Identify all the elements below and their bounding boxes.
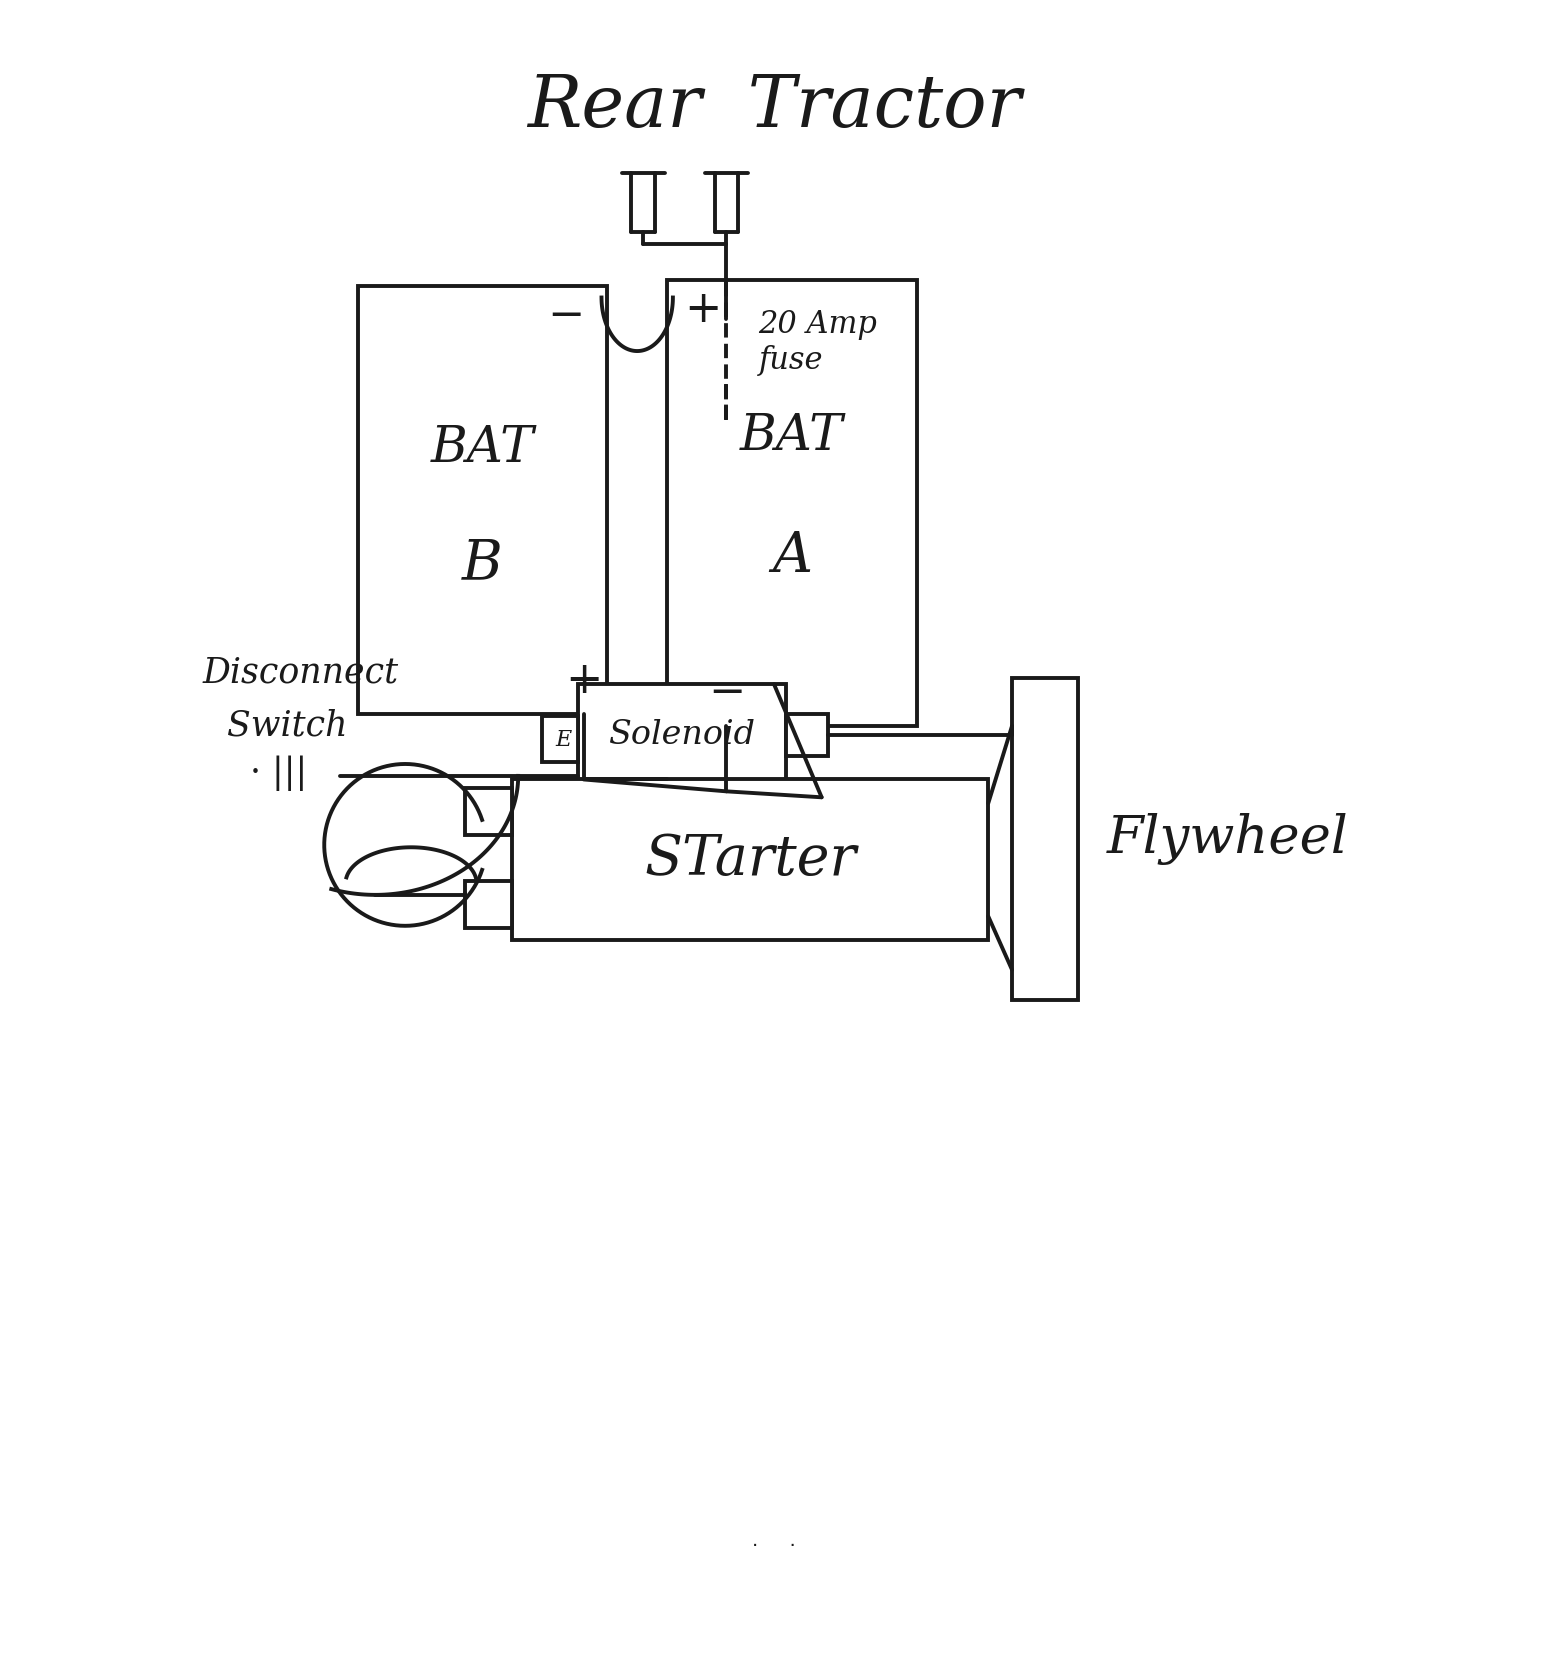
Bar: [465, 881, 512, 928]
Text: Disconnect: Disconnect: [203, 655, 399, 690]
Text: BAT: BAT: [739, 412, 844, 460]
Text: −: −: [708, 671, 746, 715]
Text: +: +: [565, 660, 602, 703]
Text: STarter: STarter: [644, 833, 856, 886]
Text: Switch: Switch: [226, 710, 348, 743]
Bar: [786, 715, 828, 756]
Bar: [577, 685, 786, 785]
Bar: [512, 780, 987, 940]
Bar: [465, 788, 512, 835]
Bar: [541, 716, 577, 761]
Text: ·     ·: · ·: [752, 1538, 796, 1556]
Text: Rear  Tractor: Rear Tractor: [527, 72, 1022, 142]
Bar: [1012, 678, 1078, 1000]
Text: · |||: · |||: [251, 756, 307, 791]
Text: B: B: [462, 536, 502, 591]
Text: A: A: [772, 530, 811, 583]
Bar: [357, 285, 607, 715]
Text: +: +: [683, 288, 721, 332]
Text: Solenoid: Solenoid: [608, 718, 755, 751]
Bar: [697, 318, 744, 385]
Text: E: E: [555, 730, 571, 751]
Text: 20 Amp
fuse: 20 Amp fuse: [758, 308, 877, 375]
Text: BAT: BAT: [431, 423, 534, 473]
Bar: [668, 280, 917, 726]
Text: −: −: [548, 293, 585, 337]
Text: Flywheel: Flywheel: [1108, 813, 1349, 865]
